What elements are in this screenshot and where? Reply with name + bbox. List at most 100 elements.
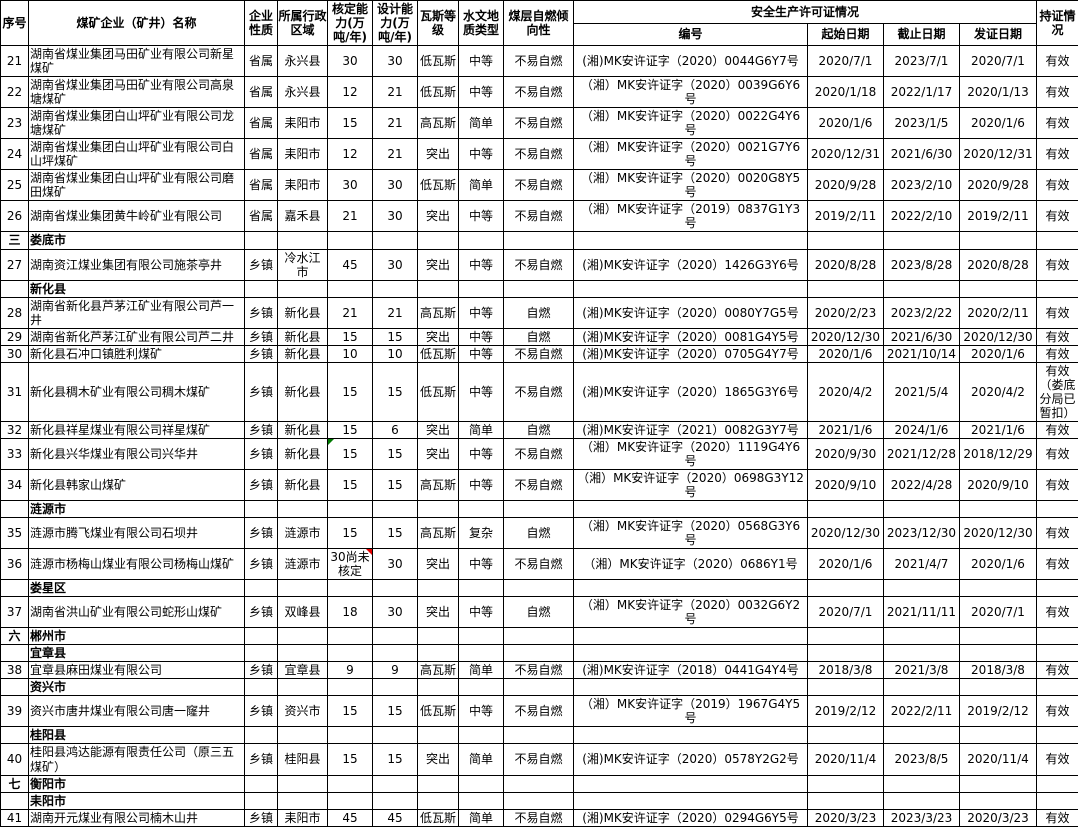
cell-region[interactable]: 涟源市 (278, 549, 328, 580)
cell-name[interactable]: 湖南省煤业集团白山坪矿业有限公司白山坪煤矿 (29, 139, 245, 170)
cell-design[interactable]: 15 (373, 469, 418, 500)
cell-approved[interactable] (328, 580, 373, 597)
cell-region[interactable] (278, 727, 328, 744)
cell-start[interactable]: 2020/12/30 (808, 518, 884, 549)
cell-seq[interactable]: 28 (1, 297, 29, 328)
cell-region[interactable]: 新化县 (278, 438, 328, 469)
cell-seq[interactable] (1, 645, 29, 662)
cell-seq[interactable]: 25 (1, 170, 29, 201)
cell-design[interactable] (373, 580, 418, 597)
cell-design[interactable]: 10 (373, 345, 418, 362)
cell-name[interactable]: 湖南省煤业集团白山坪矿业有限公司龙塘煤矿 (29, 108, 245, 139)
cell-issue[interactable]: 2018/3/8 (960, 662, 1037, 679)
cell-status[interactable]: 有效 (1037, 696, 1078, 727)
cell-status[interactable]: 有效 (1037, 77, 1078, 108)
cell-combustion[interactable]: 不易自燃 (504, 744, 574, 775)
cell-nature[interactable] (245, 280, 278, 297)
cell-hydro[interactable]: 中等 (459, 249, 504, 280)
cell-status[interactable]: 有效 (1037, 597, 1078, 628)
cell-nature[interactable] (245, 727, 278, 744)
cell-gas[interactable]: 低瓦斯 (418, 696, 459, 727)
cell-start[interactable]: 2020/7/1 (808, 597, 884, 628)
cell-end[interactable]: 2022/1/17 (884, 77, 960, 108)
cell-start[interactable] (808, 580, 884, 597)
cell-start[interactable] (808, 727, 884, 744)
cell-seq[interactable]: 七 (1, 775, 29, 792)
cell-license_no[interactable]: (湘)MK安许证字（2020）1865G3Y6号 (574, 362, 808, 421)
cell-name[interactable]: 资兴市 (29, 679, 245, 696)
cell-design[interactable]: 21 (373, 77, 418, 108)
cell-hydro[interactable]: 中等 (459, 549, 504, 580)
cell-license_no[interactable]: (湘)MK安许证字（2020）0081G4Y5号 (574, 328, 808, 345)
cell-name[interactable]: 娄星区 (29, 580, 245, 597)
cell-start[interactable]: 2020/9/10 (808, 469, 884, 500)
cell-hydro[interactable]: 中等 (459, 77, 504, 108)
cell-issue[interactable]: 2021/1/6 (960, 421, 1037, 438)
cell-hydro[interactable]: 中等 (459, 328, 504, 345)
cell-gas[interactable]: 突出 (418, 328, 459, 345)
cell-design[interactable]: 9 (373, 662, 418, 679)
cell-nature[interactable]: 乡镇 (245, 421, 278, 438)
cell-seq[interactable]: 三 (1, 232, 29, 249)
cell-status[interactable] (1037, 232, 1078, 249)
cell-design[interactable]: 15 (373, 744, 418, 775)
cell-status[interactable]: 有效 (1037, 328, 1078, 345)
cell-combustion[interactable]: 自燃 (504, 328, 574, 345)
cell-start[interactable]: 2020/7/1 (808, 46, 884, 77)
cell-name[interactable]: 湖南开元煤业有限公司楠木山井 (29, 809, 245, 826)
cell-approved[interactable]: 15 (328, 469, 373, 500)
cell-gas[interactable] (418, 679, 459, 696)
cell-status[interactable]: 有效 (1037, 139, 1078, 170)
cell-gas[interactable] (418, 580, 459, 597)
cell-issue[interactable]: 2020/9/28 (960, 170, 1037, 201)
cell-seq[interactable] (1, 580, 29, 597)
cell-approved[interactable] (328, 775, 373, 792)
cell-seq[interactable]: 36 (1, 549, 29, 580)
cell-status[interactable]: 有效 (1037, 297, 1078, 328)
cell-gas[interactable] (418, 645, 459, 662)
cell-status[interactable]: 有效 (1037, 469, 1078, 500)
cell-seq[interactable]: 37 (1, 597, 29, 628)
cell-region[interactable]: 永兴县 (278, 46, 328, 77)
cell-hydro[interactable]: 简单 (459, 662, 504, 679)
cell-status[interactable] (1037, 792, 1078, 809)
cell-name[interactable]: 湖南省煤业集团马田矿业有限公司新星煤矿 (29, 46, 245, 77)
cell-combustion[interactable]: 不易自燃 (504, 249, 574, 280)
cell-issue[interactable]: 2019/2/12 (960, 696, 1037, 727)
cell-approved[interactable]: 9 (328, 662, 373, 679)
cell-hydro[interactable] (459, 280, 504, 297)
cell-name[interactable]: 宜章县麻田煤业有限公司 (29, 662, 245, 679)
cell-seq[interactable]: 21 (1, 46, 29, 77)
cell-seq[interactable]: 33 (1, 438, 29, 469)
cell-nature[interactable] (245, 792, 278, 809)
cell-hydro[interactable] (459, 232, 504, 249)
cell-license_no[interactable] (574, 501, 808, 518)
cell-start[interactable]: 2020/1/18 (808, 77, 884, 108)
cell-nature[interactable] (245, 232, 278, 249)
cell-gas[interactable]: 突出 (418, 201, 459, 232)
cell-name[interactable]: 湖南省新化芦茅江矿业有限公司芦二井 (29, 328, 245, 345)
cell-combustion[interactable] (504, 645, 574, 662)
cell-start[interactable]: 2020/2/23 (808, 297, 884, 328)
cell-status[interactable] (1037, 580, 1078, 597)
cell-approved[interactable] (328, 501, 373, 518)
cell-issue[interactable] (960, 645, 1037, 662)
cell-region[interactable]: 涟源市 (278, 518, 328, 549)
cell-gas[interactable]: 低瓦斯 (418, 345, 459, 362)
cell-license_no[interactable] (574, 645, 808, 662)
cell-hydro[interactable]: 中等 (459, 362, 504, 421)
cell-nature[interactable] (245, 580, 278, 597)
cell-gas[interactable]: 突出 (418, 597, 459, 628)
cell-end[interactable] (884, 679, 960, 696)
cell-issue[interactable]: 2020/12/30 (960, 518, 1037, 549)
cell-region[interactable] (278, 792, 328, 809)
cell-issue[interactable]: 2020/1/13 (960, 77, 1037, 108)
cell-status[interactable]: 有效 (1037, 549, 1078, 580)
cell-end[interactable]: 2024/1/6 (884, 421, 960, 438)
cell-start[interactable]: 2020/9/30 (808, 438, 884, 469)
cell-issue[interactable] (960, 679, 1037, 696)
cell-gas[interactable]: 高瓦斯 (418, 469, 459, 500)
cell-region[interactable] (278, 280, 328, 297)
cell-start[interactable]: 2020/12/31 (808, 139, 884, 170)
cell-name[interactable]: 涟源市杨梅山煤业有限公司杨梅山煤矿 (29, 549, 245, 580)
